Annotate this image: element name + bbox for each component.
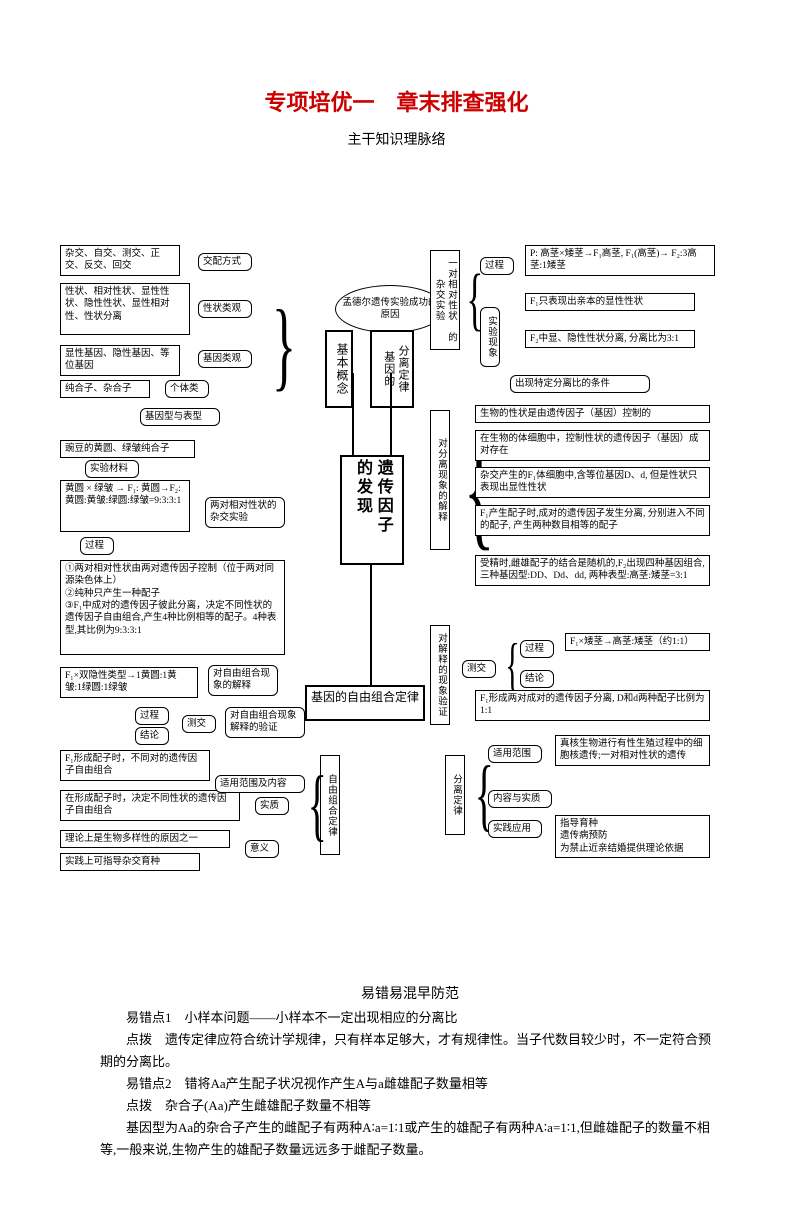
center-basic: 基本概念: [325, 330, 353, 408]
r-b1: P: 高茎×矮茎→F₁高茎, F₁(高茎)→ F₂:3高茎:1矮茎: [525, 245, 715, 276]
bottom-p1: 易错点1 小样本问题——小样本不一定出现相应的分离比: [100, 1007, 720, 1029]
bottom-text: 易错易混早防范 易错点1 小样本问题——小样本不一定出现相应的分离比 点拨 遗传…: [100, 983, 720, 1161]
bottom-p5: 基因型为Aa的杂合子产生的雌配子有两种A∶a=1∶1或产生的雄配子有两种A∶a=…: [100, 1117, 720, 1161]
l-b11: 理论上是生物多样性的原因之一: [60, 830, 230, 848]
l-t12: 结论: [135, 727, 169, 745]
l-b10: 在形成配子时，决定不同性状的遗传因子自由组合: [60, 790, 240, 821]
r-b12: 真核生物进行有性生殖过程中的细胞核遗传;一对相对性状的遗传: [555, 735, 710, 766]
l-b6: 黄圆 × 绿皱 → F₁: 黄圆→F₂: 黄圆:黄皱:绿圆:绿皱=9:3:3:1: [60, 480, 190, 532]
r-t4: 对分离现象的解释: [430, 410, 450, 550]
l-b2: 性状、相对性状、显性性状、隐性性状、显性相对性、性状分离: [60, 283, 190, 335]
l-t1: 交配方式: [198, 253, 252, 271]
concept-map: 孟德尔遗传实验成功的原因 基本概念 分离定律 基因的 遗传因子 的发现 基因的自…: [60, 245, 740, 975]
l-t2: 性状类观: [198, 300, 252, 318]
r-b7: 杂交产生的F₁体细胞中,含等位基因D、d, 但是性状只表现出显性性状: [475, 467, 710, 498]
bottom-p2: 点拨 遗传定律应符合统计学规律，只有样本足够大，才有规律性。当子代数目较少时，不…: [100, 1029, 720, 1073]
r-t2: 实验现象: [480, 307, 500, 367]
l-t4: 个体类: [165, 380, 209, 398]
r-b4: 出现特定分离比的条件: [510, 375, 650, 393]
l-t9: 对自由组合现象的解释: [208, 665, 278, 696]
r-t11: 实践应用: [488, 820, 542, 838]
l-b5: 豌豆的黄圆、绿皱纯合子: [60, 440, 195, 458]
l-t7: 过程: [80, 537, 114, 555]
r-sep: 分离定律: [445, 755, 465, 835]
r-t5: 过程: [520, 640, 554, 658]
l-t10: 过程: [135, 707, 169, 725]
r-t10: 内容与实质: [488, 790, 552, 808]
l-t6: 实验材料: [85, 460, 139, 478]
l-b8: F₁×双隐性类型→1黄圆:1黄皱:1绿圆:1绿皱: [60, 667, 198, 698]
r-t1: 过程: [480, 257, 514, 275]
r-b5: 生物的性状是由遗传因子（基因）控制的: [475, 405, 710, 423]
bottom-p3: 易错点2 错将Aa产生配子状况视作产生A与a雌雄配子数量相等: [100, 1073, 720, 1095]
center-sep: 分离定律 基因的: [370, 330, 414, 408]
bottom-h: 易错易混早防范: [100, 983, 720, 1007]
r-t8: 对解释的现象验证: [430, 625, 450, 725]
l-t3: 基因类观: [198, 350, 252, 368]
r-b6: 在生物的体细胞中，控制性状的遗传因子（基因）成对存在: [475, 430, 710, 461]
oval-center: 孟德尔遗传实验成功的原因: [335, 285, 445, 333]
l-t13: 对自由组合现象解释的验证: [225, 707, 305, 738]
r-b10: F₁×矮茎→高茎:矮茎（约1:1）: [565, 633, 710, 651]
center-disc: 遗传因子 的发现: [340, 455, 404, 565]
l-t11: 测交: [182, 715, 216, 733]
r-b2: F₁只表现出亲本的显性性状: [525, 293, 695, 311]
r-t6: 测交: [462, 660, 496, 678]
l-t14: 实质: [255, 797, 289, 815]
page-subtitle: 主干知识理脉络: [0, 129, 793, 149]
l-t8: 两对相对性状的杂交实验: [205, 497, 285, 528]
page-title: 专项培优一 章末排查强化: [0, 85, 793, 117]
r-b3: F₂中显、隐性性状分离, 分离比为3:1: [525, 330, 695, 348]
center-comb: 基因的自由组合定律: [305, 685, 425, 721]
r-b8: F₁产生配子时,成对的遗传因子发生分离, 分别进入不同的配子, 产生两种数目相等…: [475, 505, 710, 536]
l-b1: 杂交、自交、测交、正交、反交、回交: [60, 245, 180, 276]
l-t15: 适用范围及内容: [215, 775, 305, 793]
l-b3: 显性基因、隐性基因、等位基因: [60, 345, 180, 376]
r-t7: 结论: [520, 670, 554, 688]
l-b7: ①两对相对性状由两对遗传因子控制（位于两对同源染色体上） ②纯种只产生一种配子 …: [60, 560, 285, 655]
bottom-p4: 点拨 杂合子(Aa)产生雌雄配子数量不相等: [100, 1095, 720, 1117]
r-b9: 受精时,雌雄配子的结合是随机的,F₂出现四种基因组合,三种基因型:DD、Dd、d…: [475, 555, 710, 586]
l-b9: F₁形成配子时，不同对的遗传因子自由组合: [60, 750, 210, 781]
r-t9: 适用范围: [488, 745, 542, 763]
r-t3: 一对相对性状 的杂交实验: [430, 250, 460, 350]
l-b12: 实践上可指导杂交育种: [60, 853, 200, 871]
r-b13: 指导育种 遗传病预防 为禁止近亲结婚提供理论依据: [555, 815, 710, 858]
l-t5: 基因型与表型: [140, 408, 220, 426]
l-b4: 纯合子、杂合子: [60, 380, 150, 398]
r-b11: F₁形成两对成对的遗传因子分离, D和d两种配子比例为1:1: [475, 690, 710, 721]
l-t16: 意义: [245, 840, 279, 858]
